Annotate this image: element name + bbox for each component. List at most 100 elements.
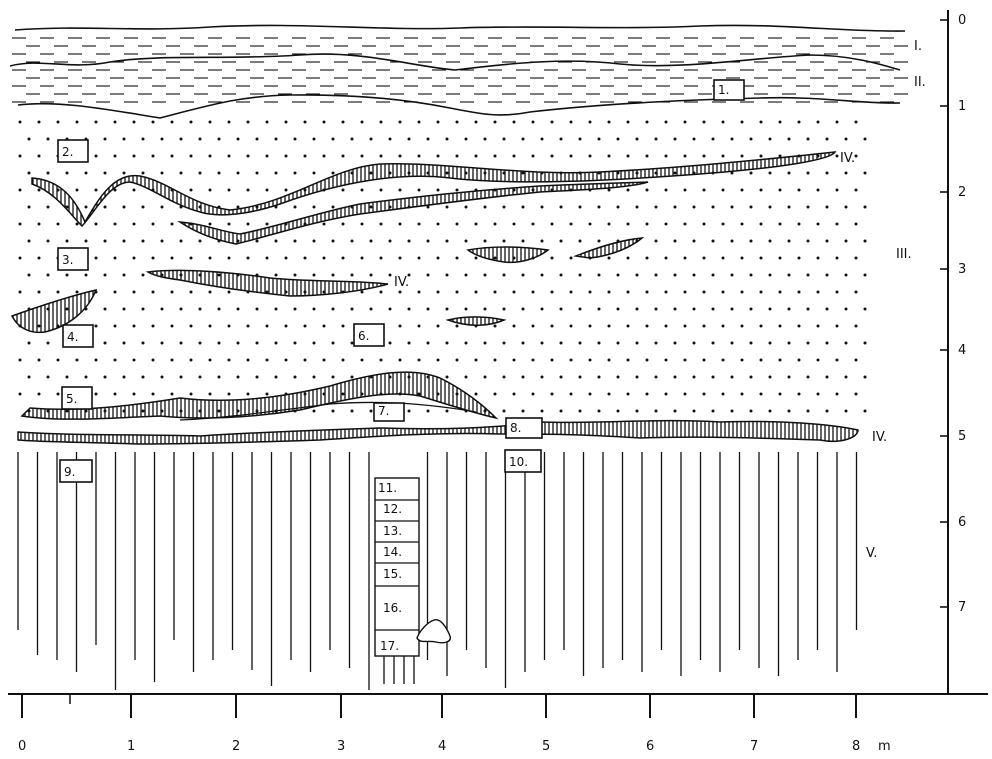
sample-label: 5. [66, 392, 77, 406]
sand-dot [844, 239, 848, 243]
sand-dot [379, 188, 383, 192]
sand-dot [531, 392, 535, 396]
sand-dot [730, 409, 734, 413]
sand-dot [550, 222, 554, 226]
sand-dot [46, 273, 50, 277]
sand-dot [778, 290, 782, 294]
sand-dot [388, 273, 392, 277]
sand-dot [645, 358, 649, 362]
sand-dot [645, 120, 649, 124]
sand-dot [692, 205, 696, 209]
sand-dot [284, 188, 288, 192]
sand-dot [360, 120, 364, 124]
sand-dot [132, 358, 136, 362]
sand-dot [569, 154, 573, 158]
sand-dot [692, 137, 696, 141]
lens-small-1 [466, 246, 550, 264]
sand-dot [759, 120, 763, 124]
sand-dot [198, 307, 202, 311]
sand-dot [141, 341, 145, 345]
sand-dot [645, 154, 649, 158]
sand-dot [255, 341, 259, 345]
sand-dot [664, 324, 668, 328]
sand-dot [749, 307, 753, 311]
sand-dot [398, 358, 402, 362]
sample-column-frame [374, 477, 420, 657]
sand-dot [768, 171, 772, 175]
sand-dot [759, 392, 763, 396]
sand-dot [179, 239, 183, 243]
stone-find [416, 619, 451, 644]
sand-dot [141, 171, 145, 175]
sand-dot [559, 341, 563, 345]
sand-dot [303, 256, 307, 260]
sand-dot [521, 205, 525, 209]
sand-dot [341, 256, 345, 260]
sample-label: 1. [718, 83, 729, 97]
sand-dot [331, 375, 335, 379]
sand-dot [702, 154, 706, 158]
sand-dot [844, 341, 848, 345]
sand-dot [407, 307, 411, 311]
layer-label-IV-lower: IV. [872, 430, 887, 445]
sand-dot [740, 392, 744, 396]
sand-dot [654, 341, 658, 345]
sand-dot [787, 409, 791, 413]
sand-dot [455, 290, 459, 294]
sand-dot [113, 256, 117, 260]
sand-dot [645, 324, 649, 328]
sand-dot [426, 307, 430, 311]
layer-label-II: II. [914, 75, 926, 90]
sand-dot [350, 375, 354, 379]
sand-dot [483, 375, 487, 379]
sand-dot [255, 375, 259, 379]
sand-dot [626, 392, 630, 396]
sand-dot [464, 273, 468, 277]
sand-dot [37, 188, 41, 192]
sample-label: 2. [62, 145, 73, 159]
lens-small-3 [445, 316, 507, 326]
sand-dot [607, 256, 611, 260]
sand-dot [236, 307, 240, 311]
sand-dot [208, 290, 212, 294]
sand-dot [236, 341, 240, 345]
sand-dot [578, 375, 582, 379]
sand-dot [664, 222, 668, 226]
sand-dot [246, 256, 250, 260]
sand-dot [331, 307, 335, 311]
sand-dot [341, 324, 345, 328]
sand-dot [664, 154, 668, 158]
sand-dot [778, 120, 782, 124]
sand-dot [635, 375, 639, 379]
sand-dot [407, 273, 411, 277]
sand-dot [160, 239, 164, 243]
sand-dot [768, 137, 772, 141]
sand-dot [854, 256, 858, 260]
sand-dot [436, 290, 440, 294]
sand-dot [445, 341, 449, 345]
sand-dot [388, 239, 392, 243]
x-tick-label: 7 [750, 739, 758, 754]
sand-dot [626, 256, 630, 260]
sand-dot [284, 256, 288, 260]
sand-dot [588, 154, 592, 158]
sand-dot [113, 392, 117, 396]
sand-dot [27, 137, 31, 141]
sand-dot [597, 375, 601, 379]
sand-dot [806, 375, 810, 379]
sand-dot [322, 324, 326, 328]
sand-dot [379, 120, 383, 124]
sand-dot [483, 307, 487, 311]
sand-dot [293, 307, 297, 311]
sand-dot [702, 290, 706, 294]
sand-dot [445, 137, 449, 141]
sand-dot [778, 188, 782, 192]
sand-dot [445, 273, 449, 277]
sand-dot [768, 307, 772, 311]
sand-dot [151, 120, 155, 124]
sand-dot [626, 358, 630, 362]
sand-dot [56, 222, 60, 226]
sand-dot [740, 154, 744, 158]
sand-dot [626, 188, 630, 192]
sand-dot [863, 273, 867, 277]
